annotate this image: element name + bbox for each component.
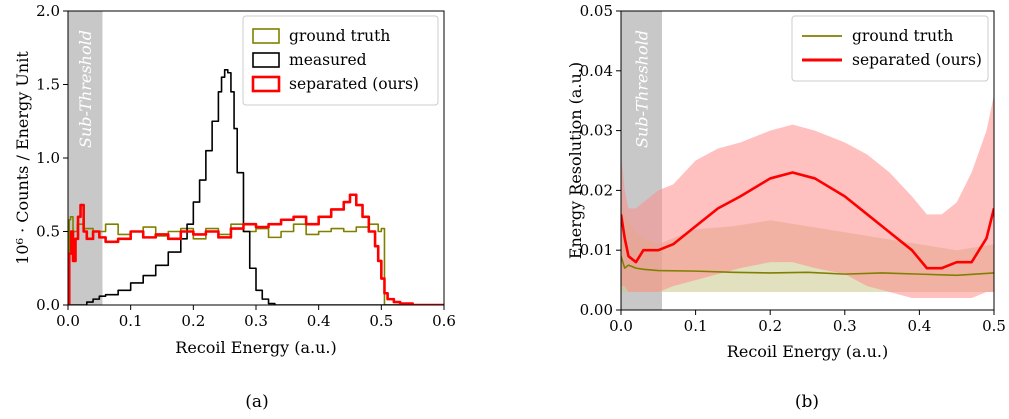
panel-a-x-tick-label: 0.3 xyxy=(244,312,268,330)
panel-b-xlabel: Recoil Energy (a.u.) xyxy=(727,342,888,361)
panel-a-y-tick-label: 0.0 xyxy=(36,296,60,314)
panel-a-x-tick-label: 0.2 xyxy=(181,312,205,330)
panel-a-y-tick-label: 0.5 xyxy=(36,223,60,241)
panel-a-xlabel: Recoil Energy (a.u.) xyxy=(175,338,336,357)
panel-a-y-tick-label: 2.0 xyxy=(36,2,60,20)
panel-a-legend-separated-ours-label: separated (ours) xyxy=(289,75,419,93)
panel-b-legend-box xyxy=(791,15,989,82)
panel-b-y-tick-label: 0.01 xyxy=(580,241,613,259)
panel-a-y-tick-label: 1.5 xyxy=(36,76,60,94)
panel-a: (a) Recoil Energy (a.u.) 10⁶ · Counts / … xyxy=(13,2,456,412)
panel-b-legend-ground-truth-label: ground truth xyxy=(852,27,953,45)
panel-b-x-tick-label: 0.3 xyxy=(833,317,857,335)
panel-b-y-tick-label: 0.04 xyxy=(580,62,613,80)
panel-a-x-tick-label: 0.6 xyxy=(432,312,456,330)
panel-b-y-tick-label: 0.03 xyxy=(580,122,613,140)
panel-b-x-tick-label: 0.5 xyxy=(982,317,1006,335)
panel-a-legend-measured-swatch xyxy=(252,52,280,68)
panel-b-x-tick-label: 0.0 xyxy=(609,317,633,335)
panel-a-plot-area: Sub-Threshold xyxy=(68,11,444,305)
panel-a-legend-ground-truth-label: ground truth xyxy=(289,27,390,45)
panel-a-ylabel: 10⁶ · Counts / Energy Unit xyxy=(13,51,32,265)
panel-a-legend-ground-truth-swatch xyxy=(252,28,280,44)
panel-b-ylabel: Energy Resolution (a.u.) xyxy=(566,62,585,259)
panel-b-x-tick-label: 0.2 xyxy=(758,317,782,335)
panel-b-x-tick-label: 0.4 xyxy=(907,317,931,335)
panel-a-x-tick-label: 0.0 xyxy=(56,312,80,330)
panel-b-y-tick-label: 0.00 xyxy=(580,301,613,319)
panel-b-plot-area: Sub-Threshold xyxy=(621,11,994,310)
panel-a-legend-separated-ours-swatch xyxy=(251,75,281,93)
panel-a-legend-measured-label: measured xyxy=(289,51,367,69)
panel-a-legend-box xyxy=(242,15,439,106)
panel-a-caption: (a) xyxy=(245,392,268,412)
panel-a-series-measured-line xyxy=(68,69,444,305)
panel-a-series-separated-ours-line xyxy=(68,193,444,305)
panel-b-x-tick-label: 0.1 xyxy=(684,317,708,335)
panel-a-legend: ground truth measured separated (ours) xyxy=(242,15,439,106)
panel-a-x-tick-label: 0.5 xyxy=(369,312,393,330)
panel-a-x-tick-label: 0.4 xyxy=(307,312,331,330)
panel-b-series-ground-truth-line xyxy=(621,255,994,277)
panel-b-legend: ground truth separated (ours) xyxy=(791,15,989,82)
panel-b-legend-separated-ours-label: separated (ours) xyxy=(852,51,982,69)
panel-b-y-tick-label: 0.05 xyxy=(580,2,613,20)
panel-a-x-tick-label: 0.1 xyxy=(119,312,143,330)
panel-b-series-separated-ours-band xyxy=(621,94,994,299)
panel-a-sub-threshold-label: Sub-Threshold xyxy=(76,30,95,148)
panel-b-sub-threshold-label: Sub-Threshold xyxy=(633,30,652,148)
panel-b: (b) Recoil Energy (a.u.) Energy Resoluti… xyxy=(566,2,1006,412)
panel-a-series-ground-truth-line xyxy=(68,216,444,305)
panel-b-y-tick-label: 0.02 xyxy=(580,181,613,199)
panel-b-series-separated-ours-line xyxy=(621,171,994,270)
panel-b-axes-frame xyxy=(620,10,995,311)
panel-a-y-tick-label: 1.0 xyxy=(36,149,60,167)
panel-b-caption: (b) xyxy=(795,392,819,412)
